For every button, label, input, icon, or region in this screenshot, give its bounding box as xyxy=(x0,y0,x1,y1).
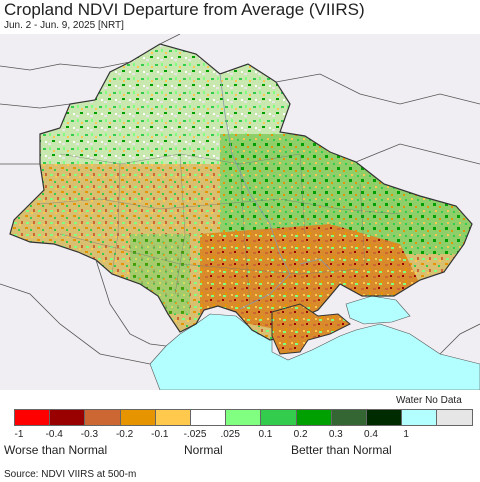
map-subtitle: Jun. 2 - Jun. 9, 2025 [NRT] xyxy=(4,20,124,31)
legend-tick-label: 0.1 xyxy=(258,429,273,440)
legend-tick-label: .025 xyxy=(220,429,240,440)
legend-swatch xyxy=(225,409,262,426)
map-title: Cropland NDVI Departure from Average (VI… xyxy=(4,0,365,19)
legend-swatch xyxy=(260,409,297,426)
legend-swatch xyxy=(49,409,86,426)
legend-tick-label: -0.2 xyxy=(115,429,134,440)
legend-swatch xyxy=(295,409,332,426)
black-sea xyxy=(149,313,480,390)
legend-swatch xyxy=(401,409,438,426)
legend-swatch xyxy=(119,409,156,426)
legend-swatch xyxy=(366,409,403,426)
legend-tick-label: 0.2 xyxy=(293,429,308,440)
legend-tick-label: 1 xyxy=(403,429,409,440)
legend-better-label: Better than Normal xyxy=(291,443,392,457)
legend-tick-label: -0.1 xyxy=(151,429,169,440)
legend-tick-label: -1 xyxy=(14,429,24,440)
water-no-data-label: Water No Data xyxy=(396,395,462,406)
legend-swatch xyxy=(190,409,227,426)
legend-swatch xyxy=(14,409,51,426)
legend-normal-label: Normal xyxy=(184,443,223,457)
legend-tick-label: -0.3 xyxy=(80,429,99,440)
ndvi-map xyxy=(0,34,480,390)
legend-tick-label: -0.4 xyxy=(45,429,63,440)
legend-tick-label: 0.3 xyxy=(328,429,343,440)
legend-swatch xyxy=(436,409,473,426)
legend-swatch xyxy=(84,409,121,426)
legend-tick-label: 0.4 xyxy=(364,429,378,440)
legend-swatch xyxy=(154,409,191,426)
sea-of-azov xyxy=(345,295,411,325)
legend-swatch xyxy=(330,409,367,426)
legend-worse-label: Worse than Normal xyxy=(4,443,108,457)
legend-tick-label: -.025 xyxy=(183,429,207,440)
source-note: Source: NDVI VIIRS at 500-m xyxy=(4,469,137,480)
